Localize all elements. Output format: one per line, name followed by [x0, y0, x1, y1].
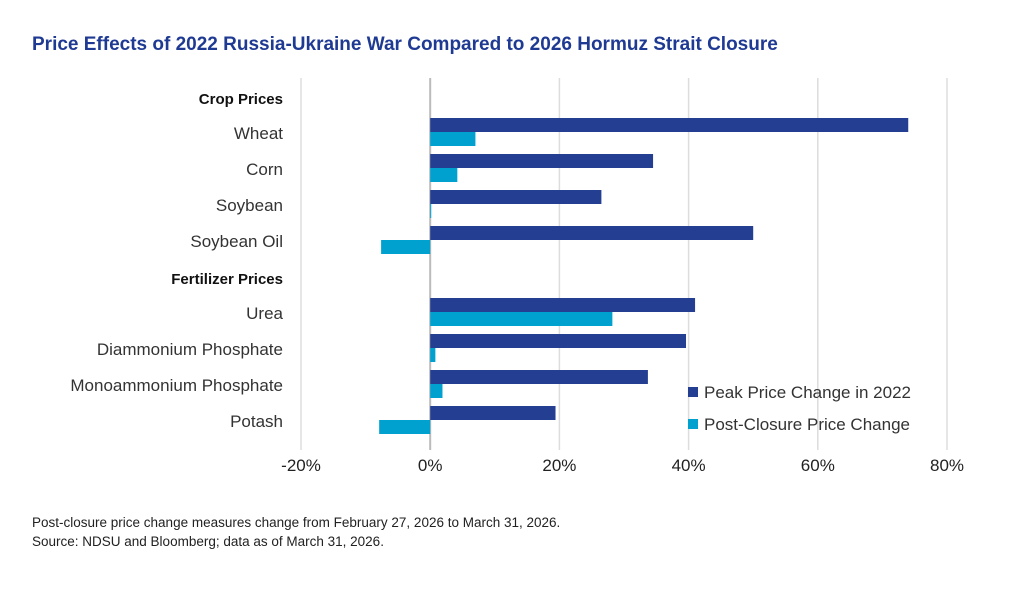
bar-peak-2022 [430, 298, 696, 312]
bar-post-closure [379, 420, 431, 434]
source-note: Source: NDSU and Bloomberg; data as of M… [32, 534, 384, 549]
bar-post-closure [430, 348, 436, 362]
bar-post-closure [430, 168, 458, 182]
bar-peak-2022 [430, 406, 556, 420]
bar-peak-2022 [430, 226, 754, 240]
bar-post-closure [430, 384, 443, 398]
category-label: Soybean [216, 196, 283, 215]
x-tick-label: 80% [930, 456, 964, 475]
category-label: Urea [246, 304, 283, 323]
legend-swatch [688, 419, 698, 429]
bar-post-closure [430, 204, 432, 218]
category-label: Wheat [234, 124, 283, 143]
category-label: Potash [230, 412, 283, 431]
x-tick-label: 40% [672, 456, 706, 475]
bar-peak-2022 [430, 118, 909, 132]
category-label: Corn [246, 160, 283, 179]
x-tick-label: 60% [801, 456, 835, 475]
bar-post-closure [430, 312, 613, 326]
legend-swatch [688, 387, 698, 397]
category-label: Monoammonium Phosphate [70, 376, 283, 395]
footnote: Post-closure price change measures chang… [32, 515, 561, 530]
bar-post-closure [381, 240, 431, 254]
group-header: Crop Prices [199, 91, 283, 108]
group-header: Fertilizer Prices [171, 271, 283, 288]
bar-peak-2022 [430, 370, 648, 384]
bar-post-closure [430, 132, 476, 146]
bar-peak-2022 [430, 334, 687, 348]
chart-title: Price Effects of 2022 Russia-Ukraine War… [32, 34, 778, 55]
bar-peak-2022 [430, 154, 654, 168]
x-tick-label: 20% [542, 456, 576, 475]
x-tick-label: 0% [418, 456, 443, 475]
x-tick-label: -20% [281, 456, 321, 475]
bar-peak-2022 [430, 190, 602, 204]
category-label: Soybean Oil [190, 232, 283, 251]
legend-label: Post-Closure Price Change [704, 415, 910, 434]
category-label: Diammonium Phosphate [97, 340, 283, 359]
legend-label: Peak Price Change in 2022 [704, 383, 911, 402]
